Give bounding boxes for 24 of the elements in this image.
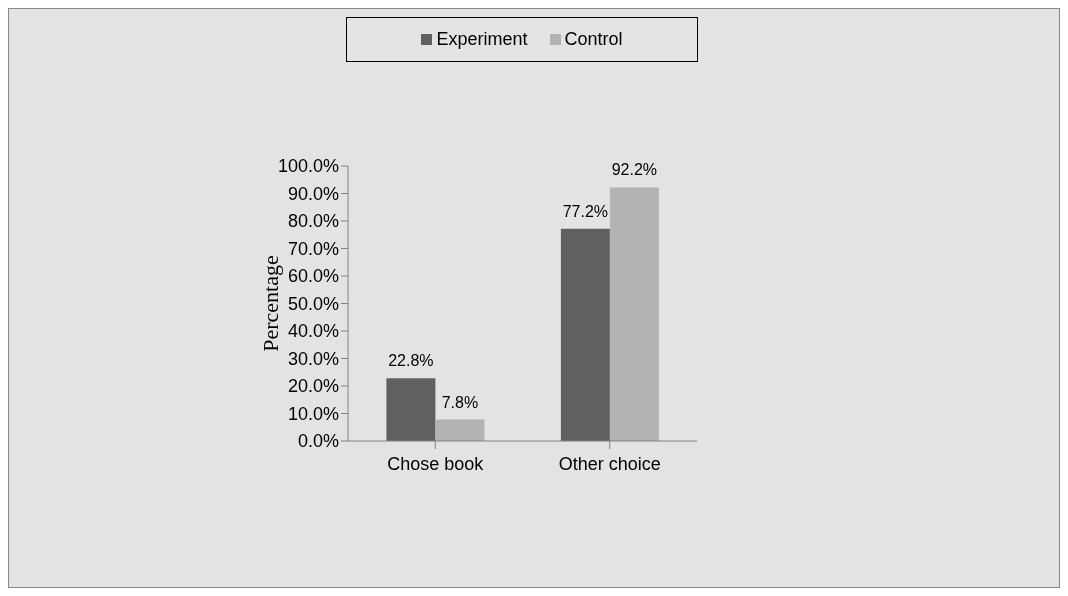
legend-label: Experiment — [436, 29, 528, 50]
y-tick-label: 100.0% — [277, 156, 339, 177]
y-tick-label: 10.0% — [287, 403, 339, 424]
bar — [560, 228, 610, 441]
data-label: 92.2% — [611, 161, 658, 179]
y-tick-label: 50.0% — [287, 293, 339, 314]
x-tick-label: Chose book — [387, 453, 485, 474]
bar — [435, 419, 485, 441]
data-label: 22.8% — [388, 352, 434, 370]
y-tick-label: 90.0% — [287, 183, 339, 204]
y-tick-label: 20.0% — [287, 376, 339, 397]
y-tick-label: 0.0% — [297, 431, 339, 452]
y-tick-label: 60.0% — [287, 266, 339, 287]
legend-label: Control — [564, 29, 623, 50]
data-label: 77.2% — [562, 202, 609, 220]
data-label: 7.8% — [441, 393, 479, 411]
y-axis-title: Percentage — [257, 255, 283, 352]
bar — [386, 378, 436, 441]
y-tick-label: 70.0% — [287, 238, 339, 259]
y-tick-label: 30.0% — [287, 348, 339, 369]
y-tick-label: 40.0% — [287, 321, 339, 342]
y-tick-label: 80.0% — [287, 211, 339, 232]
x-tick-label: Other choice — [558, 453, 661, 474]
bar — [609, 187, 659, 441]
